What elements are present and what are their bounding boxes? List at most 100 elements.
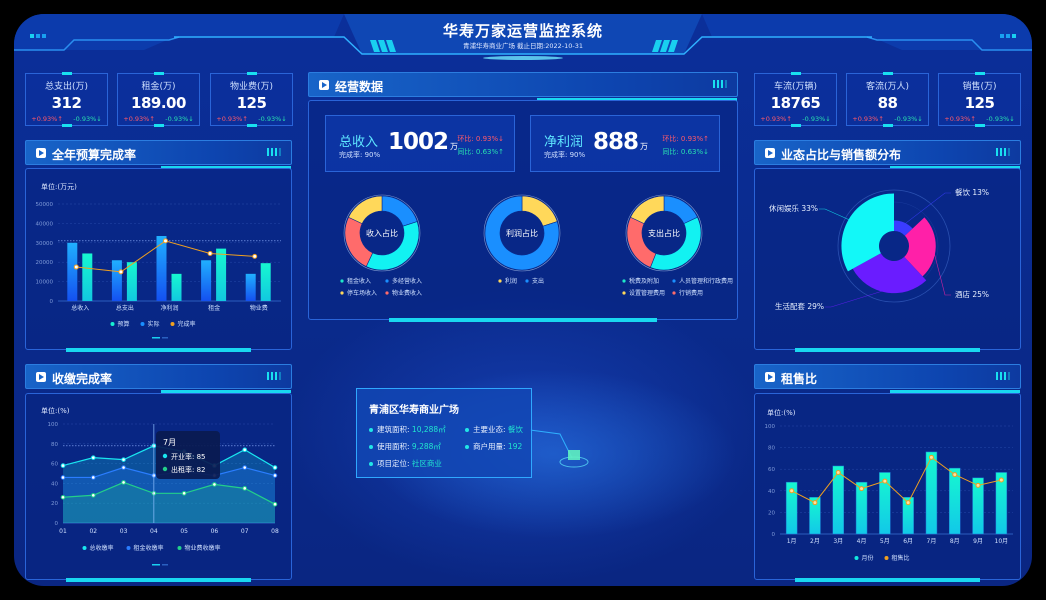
- donut-slice: [484, 195, 560, 271]
- rent-ratio-point: [859, 486, 865, 492]
- x-tick-label: 物业费: [250, 304, 268, 312]
- series-point: [60, 463, 66, 468]
- bar-month: [972, 477, 984, 535]
- series-point: [242, 486, 248, 491]
- x-tick-label: 07: [241, 528, 249, 535]
- series-point: [60, 494, 66, 500]
- collection-panel-header: 收缴完成率: [25, 364, 292, 393]
- donut-outline: [625, 194, 703, 272]
- rose-slice: [894, 220, 913, 236]
- rose-slice: [852, 253, 927, 294]
- rent-ratio-point: [882, 478, 888, 484]
- x-tick-label: 净利润: [160, 304, 178, 312]
- y-tick-label: 60: [768, 467, 775, 473]
- legend-marker: [110, 322, 115, 326]
- rent-ratio-point: [975, 482, 981, 488]
- donut-slice: [348, 195, 383, 225]
- series-point: [121, 480, 126, 485]
- info-positioning: 项目定位: 社区商业: [369, 458, 442, 469]
- rose-slice: [904, 217, 936, 277]
- y-tick-label: 0: [50, 299, 54, 305]
- bar-budget: [82, 253, 93, 301]
- y-tick-label: 30000: [36, 241, 54, 247]
- play-icon: [36, 372, 46, 382]
- x-tick-label: 05: [180, 528, 188, 535]
- tooltip-marker: [162, 453, 168, 459]
- y-tick-label: 20000: [36, 260, 54, 266]
- y-tick-label: 40: [768, 489, 775, 495]
- legend-marker: [140, 322, 145, 326]
- legend-label: 租金收入: [347, 277, 371, 285]
- unit-label: 单位:(%): [767, 408, 796, 417]
- x-tick-label: 8月: [950, 538, 960, 545]
- rent-ratio-point: [789, 488, 795, 494]
- rent-ratio-point: [928, 454, 934, 460]
- x-tick-label: 租金: [208, 304, 220, 312]
- tooltip-item: 开业率: 85: [171, 452, 206, 461]
- completion-point: [118, 269, 124, 275]
- legend-label: 多经营收入: [392, 277, 422, 285]
- kpi-change-down: -0.93%↓: [802, 115, 831, 123]
- kpi-card: 总支出(万) 312 +0.93%↑ -0.93%↓: [25, 72, 108, 127]
- card-name: 总收入: [339, 135, 379, 150]
- kpi-change-down: -0.93%↓: [165, 115, 194, 123]
- slice-label: 酒店 25%: [955, 289, 989, 299]
- panel-title: 租售比: [781, 372, 818, 386]
- rent-ratio-point: [905, 500, 911, 506]
- card-yoy: 同比: 0.63%↓: [662, 148, 709, 156]
- kpi-change-down: -0.93%↓: [73, 115, 102, 123]
- bar-month: [809, 497, 821, 535]
- map-marker[interactable]: [530, 420, 620, 480]
- leader-line: [825, 289, 888, 308]
- legend-marker: [385, 279, 389, 283]
- bar-month: [949, 467, 961, 535]
- pager-dot: [162, 564, 168, 566]
- series-point: [242, 465, 248, 470]
- kpi-value: 125: [964, 94, 995, 112]
- y-tick-label: 60: [51, 462, 58, 468]
- legend-marker: [672, 279, 676, 283]
- info-building-area: 建筑面积: 10,288㎡: [369, 424, 446, 435]
- donut-slice: [630, 195, 665, 225]
- legend-marker: [884, 556, 889, 560]
- project-info-popup: 青浦区华寿商业广场 建筑面积: 10,288㎡ 主要业态: 餐饮 使用面积: 9…: [356, 388, 532, 478]
- bar-budget: [126, 262, 137, 301]
- slice-label: 休闲娱乐 33%: [769, 203, 818, 213]
- series-point: [90, 455, 96, 460]
- card-rate: 完成率: 90%: [339, 151, 381, 159]
- page-subtitle: 青浦华寿商业广场 截止日期:2022-10-31: [462, 42, 584, 50]
- legend-marker: [170, 322, 175, 326]
- donut-outline: [343, 194, 421, 272]
- play-icon: [319, 80, 329, 90]
- budget-panel: 单位:(万元) 0 10000 20000 30000 40000 50000 总收入 总支出 净…: [25, 168, 292, 352]
- series-point: [272, 501, 278, 507]
- rent-ratio-point: [998, 477, 1004, 483]
- bars-icon: [267, 148, 281, 156]
- legend-label: 利润: [505, 277, 517, 285]
- series-point: [272, 465, 278, 470]
- card-value: 888 万: [593, 129, 648, 155]
- bar-month: [925, 451, 938, 535]
- rent-panel-header: 租售比: [754, 364, 1021, 393]
- legend-marker: [525, 279, 529, 283]
- y-tick-label: 0: [55, 521, 59, 527]
- legend-label: 停车场收入: [347, 289, 377, 297]
- rose-slice: [841, 193, 894, 272]
- y-tick-label: 0: [772, 532, 776, 538]
- y-tick-label: 20: [768, 510, 775, 516]
- bar-actual: [111, 260, 122, 301]
- page-title: 华寿万家运营监控系统: [442, 22, 603, 40]
- series-area: [63, 482, 275, 523]
- donut-center-label: 收入占比: [366, 228, 398, 238]
- y-tick-label: 100: [765, 424, 776, 430]
- legend-label: 完成率: [178, 320, 196, 328]
- panel-title: 业态占比与销售额分布: [781, 148, 902, 162]
- tooltip-item: 出租率: 82: [171, 465, 206, 474]
- play-icon: [765, 148, 775, 158]
- donut-center-label: 支出占比: [648, 228, 680, 238]
- card-value: 1002 万: [388, 129, 458, 155]
- bars-icon: [996, 148, 1010, 156]
- legend-marker: [177, 546, 182, 550]
- bar-actual: [156, 236, 167, 301]
- kpi-change-up: +0.93%↑: [944, 115, 976, 123]
